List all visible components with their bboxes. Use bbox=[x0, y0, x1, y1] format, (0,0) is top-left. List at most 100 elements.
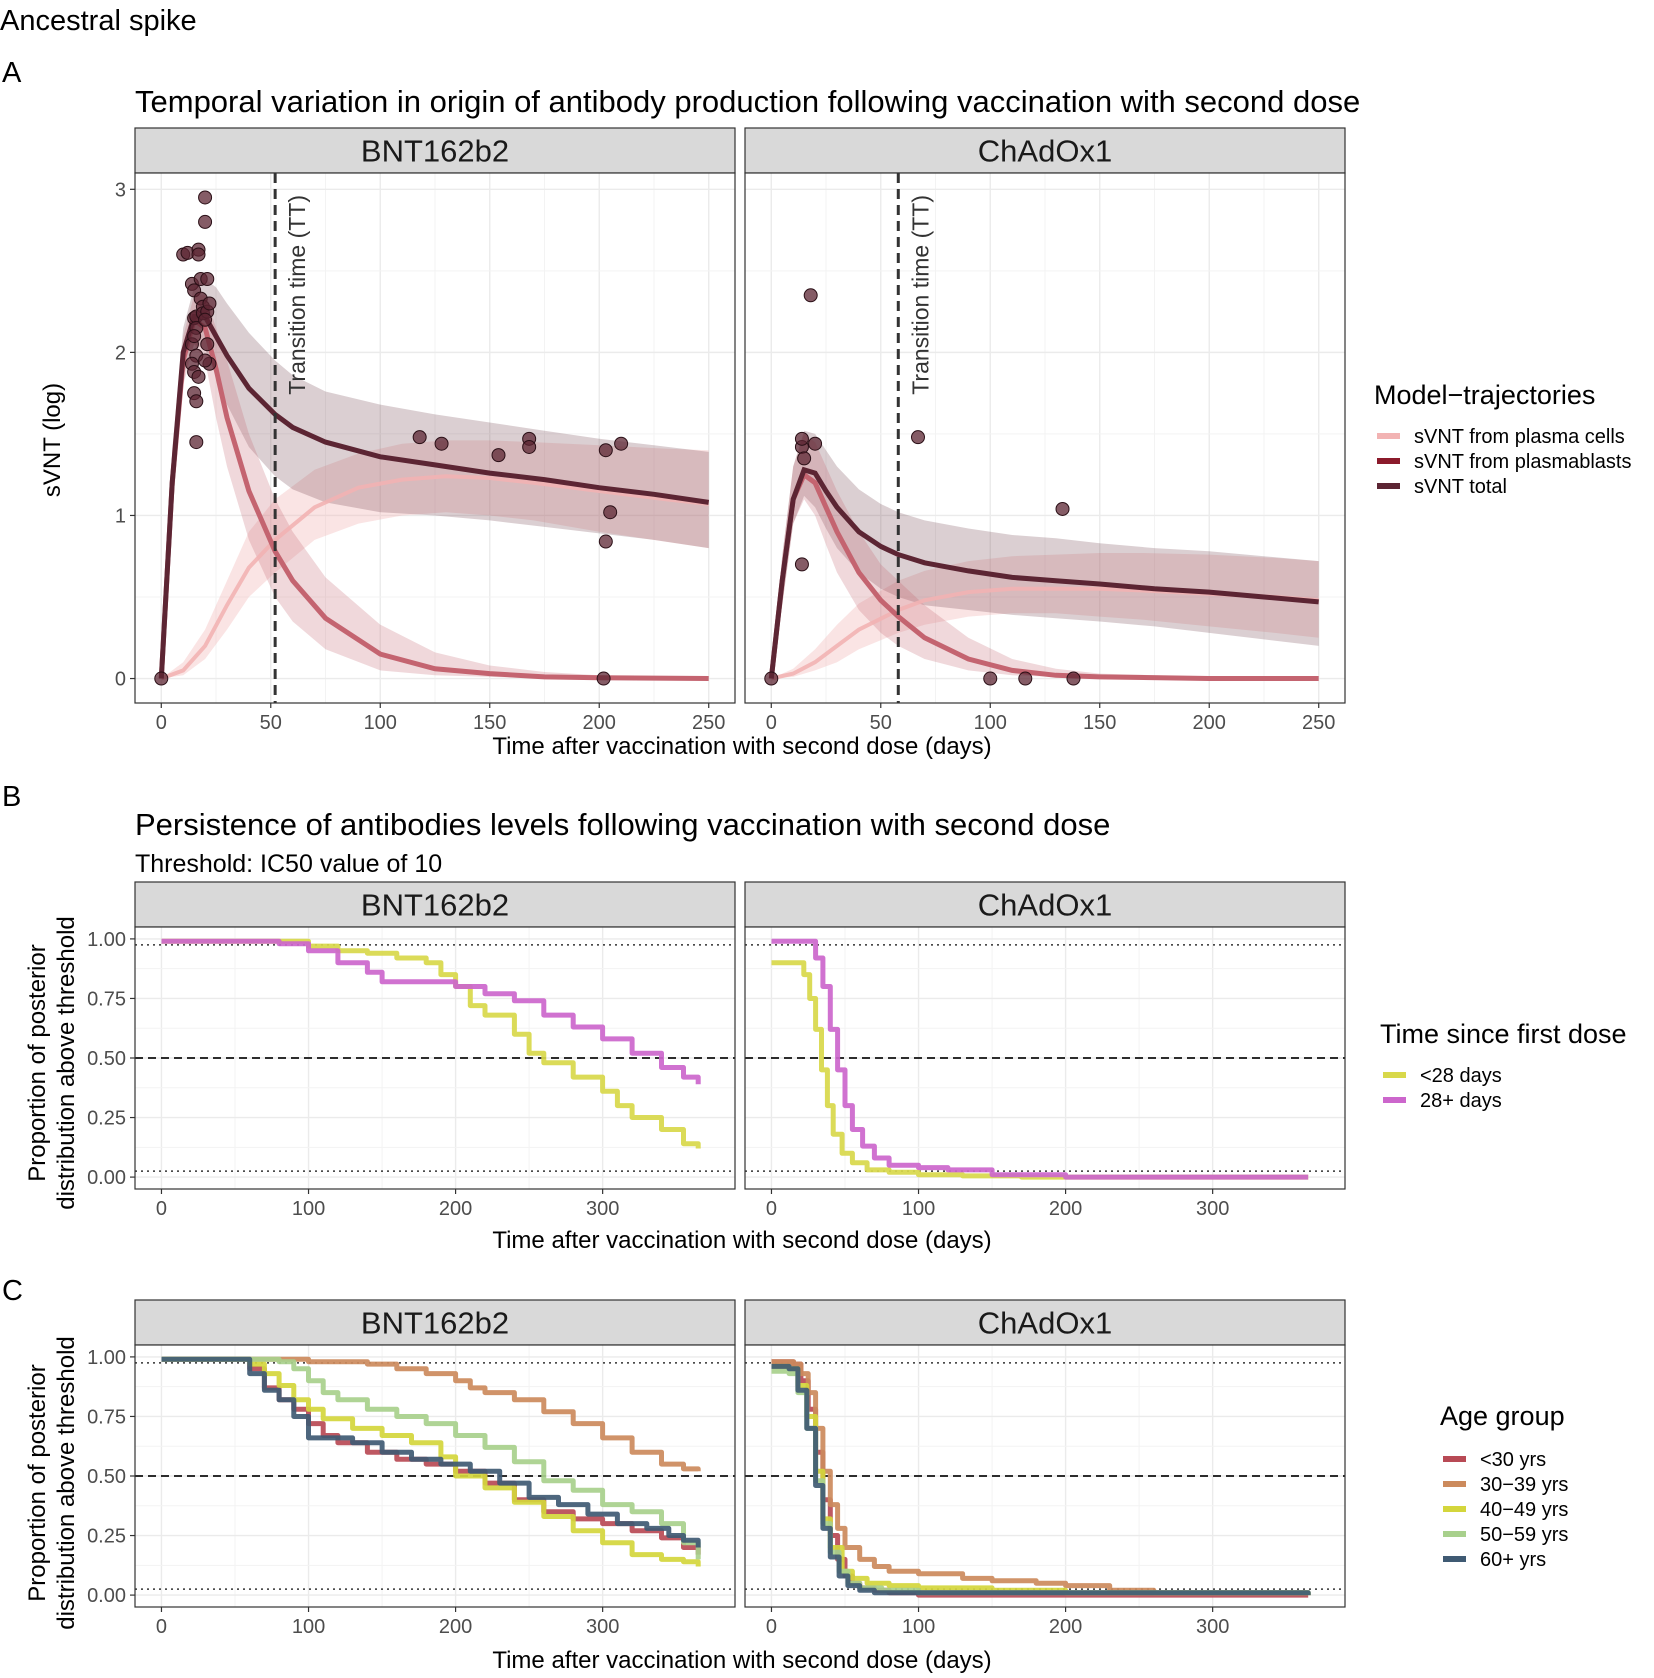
y-tick-label: 0.50 bbox=[87, 1048, 126, 1070]
data-point bbox=[200, 337, 215, 352]
data-point bbox=[412, 430, 427, 445]
x-tick-label: 200 bbox=[439, 1198, 472, 1220]
ribbon-plasmablasts bbox=[771, 433, 1319, 679]
panel-c-label: C bbox=[2, 1275, 23, 1307]
data-point bbox=[522, 439, 537, 454]
legend-b-lt28: <28 days bbox=[1420, 1065, 1502, 1087]
y-tick-label: 0.50 bbox=[87, 1466, 126, 1488]
x-tick-label: 300 bbox=[1196, 1616, 1229, 1638]
facet-strip-label: ChAdOx1 bbox=[978, 134, 1112, 169]
facet-chadox1: ChAdOx1 0 100 200 300 bbox=[744, 881, 1346, 1220]
plot-border bbox=[744, 172, 1346, 704]
panel-b-subtitle: Threshold: IC50 value of 10 bbox=[135, 850, 442, 878]
legend-c-30-39: 30−39 yrs bbox=[1480, 1474, 1568, 1496]
facet-bnt162b2: BNT162b2 0 100 200 300 0.00 0.25 0.50 0.75 1.00 bbox=[87, 881, 736, 1220]
data-point bbox=[1018, 671, 1033, 686]
data-point bbox=[191, 369, 206, 384]
x-tick-label: 100 bbox=[902, 1198, 935, 1220]
step-line-1 bbox=[161, 938, 701, 1085]
data-point bbox=[596, 671, 611, 686]
step-line-4 bbox=[771, 1363, 1311, 1596]
facet-strip-label: BNT162b2 bbox=[361, 134, 509, 169]
ribbon-plasma-cells bbox=[161, 440, 709, 679]
plot-border bbox=[744, 1344, 1346, 1608]
data-point bbox=[434, 436, 449, 451]
data-point bbox=[598, 443, 613, 458]
data-point bbox=[154, 671, 169, 686]
ribbon-plasma-cells bbox=[771, 553, 1319, 679]
x-tick-label: 250 bbox=[692, 712, 725, 734]
facet-strip bbox=[744, 1299, 1346, 1346]
x-tick-label: 200 bbox=[1049, 1616, 1082, 1638]
facet-strip-label: ChAdOx1 bbox=[978, 888, 1112, 923]
data-point bbox=[191, 247, 206, 262]
x-tick-label: 200 bbox=[583, 712, 616, 734]
ribbon-total bbox=[771, 430, 1319, 679]
y-tick-label: 0 bbox=[115, 669, 126, 691]
y-tick-label: 0.75 bbox=[87, 1406, 126, 1428]
panel-c: BNT162b2 0 100 200 300 0.00 0.25 0.50 0.75 1.00 Ch… bbox=[87, 1299, 1346, 1638]
facet-strip bbox=[134, 127, 736, 174]
legend-a-plasmablasts: sVNT from plasmablasts bbox=[1414, 451, 1631, 473]
panel-a-label: A bbox=[2, 57, 22, 89]
facet-strip-label: ChAdOx1 bbox=[978, 1306, 1112, 1341]
facet-strip bbox=[134, 1299, 736, 1346]
x-tick-label: 300 bbox=[1196, 1198, 1229, 1220]
y-tick-label: 0.25 bbox=[87, 1526, 126, 1548]
plot-border bbox=[134, 172, 736, 704]
x-tick-label: 0 bbox=[766, 712, 777, 734]
x-tick-label: 200 bbox=[1049, 1198, 1082, 1220]
plot-border bbox=[744, 926, 1346, 1190]
data-point bbox=[1055, 501, 1070, 516]
data-point bbox=[598, 534, 613, 549]
y-tick-label: 0.25 bbox=[87, 1108, 126, 1130]
x-tick-label: 100 bbox=[974, 712, 1007, 734]
legend-c-40-49: 40−49 yrs bbox=[1480, 1499, 1568, 1521]
panel-b-xlabel: Time after vaccination with second dose … bbox=[492, 1227, 991, 1254]
data-point bbox=[803, 288, 818, 303]
panel-a: BNT162b2 Transition time (TT) 0 50 100 150 200… bbox=[115, 127, 1346, 734]
y-tick-label: 2 bbox=[115, 342, 126, 364]
y-tick-label: 3 bbox=[115, 179, 126, 201]
x-tick-label: 150 bbox=[473, 712, 506, 734]
ribbon-plasmablasts bbox=[161, 295, 709, 679]
transition-time-label: Transition time (TT) bbox=[284, 195, 310, 395]
facet-strip bbox=[134, 881, 736, 928]
legend-a: Model−trajectories sVNT from plasma cell… bbox=[1374, 380, 1631, 498]
facet-strip bbox=[744, 127, 1346, 174]
data-point bbox=[910, 430, 925, 445]
data-point bbox=[189, 394, 204, 409]
step-line-0 bbox=[771, 960, 1309, 1180]
step-line-4 bbox=[161, 1356, 701, 1548]
data-point bbox=[808, 436, 823, 451]
panel-c-xlabel: Time after vaccination with second dose … bbox=[492, 1647, 991, 1674]
step-line-1 bbox=[771, 938, 1309, 1180]
x-tick-label: 50 bbox=[260, 712, 282, 734]
legend-b-title: Time since first dose bbox=[1380, 1019, 1627, 1049]
y-tick-label: 1.00 bbox=[87, 1347, 126, 1369]
legend-c-60p: 60+ yrs bbox=[1480, 1549, 1546, 1571]
legend-c: Age group <30 yrs 30−39 yrs 40−49 yrs 50… bbox=[1440, 1401, 1568, 1571]
step-line-2 bbox=[161, 1356, 701, 1567]
facet-chadox1: ChAdOx1 Transition time (TT) 0 50 100 150 200 2… bbox=[744, 127, 1346, 734]
data-point bbox=[189, 435, 204, 450]
data-point bbox=[614, 436, 629, 451]
panel-c-ylabel-line1: Proportion of posterior bbox=[24, 1364, 51, 1601]
data-point bbox=[200, 272, 215, 286]
data-point bbox=[491, 448, 506, 463]
step-line-1 bbox=[771, 1359, 1311, 1596]
panel-a-title: Temporal variation in origin of antibody… bbox=[135, 84, 1360, 119]
panel-a-ylabel: sVNT (log) bbox=[39, 383, 66, 497]
data-point bbox=[764, 671, 779, 686]
y-tick-label: 1.00 bbox=[87, 929, 126, 951]
y-tick-label: 0.00 bbox=[87, 1167, 126, 1189]
data-point bbox=[794, 431, 809, 446]
data-point bbox=[198, 190, 213, 205]
x-tick-label: 100 bbox=[902, 1616, 935, 1638]
facet-strip bbox=[744, 881, 1346, 928]
x-tick-label: 300 bbox=[586, 1198, 619, 1220]
facet-bnt162b2: BNT162b2 Transition time (TT) 0 50 100 150 200… bbox=[115, 127, 736, 734]
legend-b: Time since first dose <28 days 28+ days bbox=[1380, 1019, 1627, 1112]
panel-b-label: B bbox=[2, 781, 21, 813]
x-tick-label: 250 bbox=[1302, 712, 1335, 734]
